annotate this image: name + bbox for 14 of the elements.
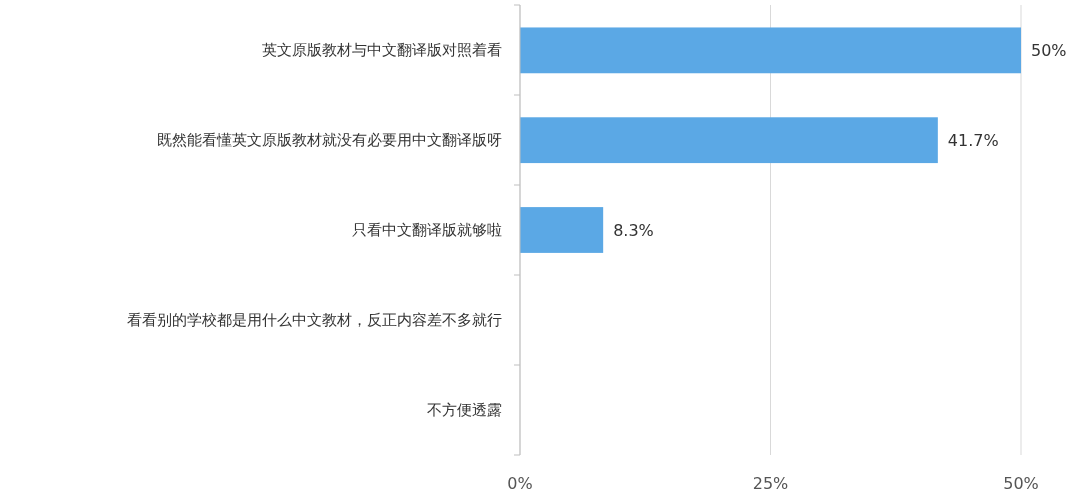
data-label: 41.7% xyxy=(947,130,999,150)
y-tick-label: 既然能看懂英文原版教材就没有必要用中文翻译版呀 xyxy=(157,131,502,150)
y-tick-label: 看看别的学校都是用什么中文教材，反正内容差不多就行 xyxy=(127,311,502,330)
x-tick-label: 0% xyxy=(507,474,533,493)
y-tick-label: 不方便透露 xyxy=(427,401,502,420)
bar xyxy=(520,117,938,164)
y-tick-label: 只看中文翻译版就够啦 xyxy=(352,221,502,240)
y-tick-label: 英文原版教材与中文翻译版对照着看 xyxy=(262,41,502,60)
x-tick-label: 50% xyxy=(1003,474,1039,493)
bar xyxy=(520,27,1021,74)
data-label: 8.3% xyxy=(613,220,654,240)
data-label: 50% xyxy=(1031,40,1067,60)
bar xyxy=(520,207,604,253)
x-tick-label: 25% xyxy=(752,474,789,493)
